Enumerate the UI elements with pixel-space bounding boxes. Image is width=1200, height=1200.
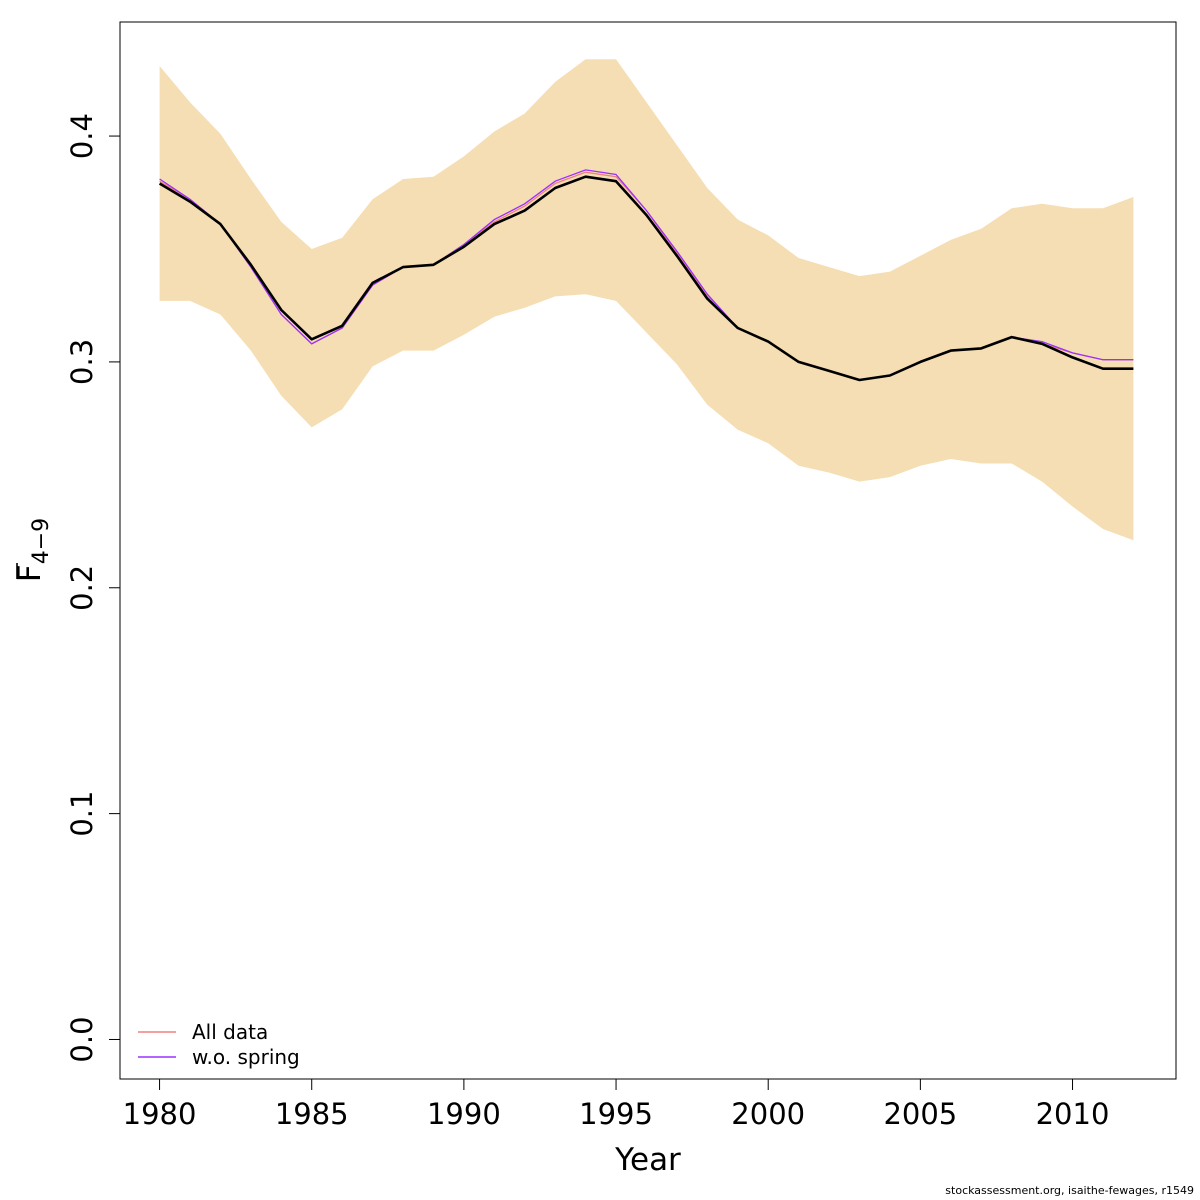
y-axis-label-main: F — [12, 564, 48, 582]
svg-text:F4−9: F4−9 — [12, 518, 54, 582]
x-tick-label: 1985 — [275, 1097, 349, 1131]
y-tick-label: 0.1 — [65, 791, 99, 837]
x-tick-label: 2010 — [1036, 1097, 1110, 1131]
x-tick-label: 1990 — [427, 1097, 501, 1131]
y-axis: 0.0 0.1 0.2 0.3 0.4 — [65, 113, 121, 1063]
confidence-band-layer — [159, 59, 1134, 541]
y-axis-label-subscript: 4−9 — [29, 518, 54, 564]
x-tick-label: 2000 — [731, 1097, 805, 1131]
x-axis-label: Year — [614, 1142, 681, 1178]
x-tick-label: 2005 — [883, 1097, 957, 1131]
x-tick-label: 1995 — [579, 1097, 653, 1131]
series-line-estimate — [158, 175, 1134, 382]
legend: All data w.o. spring — [138, 1020, 300, 1069]
y-tick-label: 0.0 — [65, 1016, 99, 1062]
x-axis: 1980 1985 1990 1995 2000 2005 2010 — [123, 1078, 1110, 1131]
series-layer — [158, 169, 1134, 382]
y-tick-label: 0.2 — [65, 565, 99, 611]
y-tick-label: 0.3 — [65, 339, 99, 385]
x-tick-label: 1980 — [123, 1097, 197, 1131]
y-axis-label: F4−9 — [12, 518, 54, 582]
legend-label-all-data: All data — [192, 1020, 268, 1044]
footnote: stockassessment.org, isaithe-fewages, r1… — [945, 1184, 1194, 1197]
legend-label-wo-spring: w.o. spring — [192, 1045, 300, 1069]
confidence-band — [159, 59, 1134, 541]
y-tick-label: 0.4 — [65, 113, 99, 159]
